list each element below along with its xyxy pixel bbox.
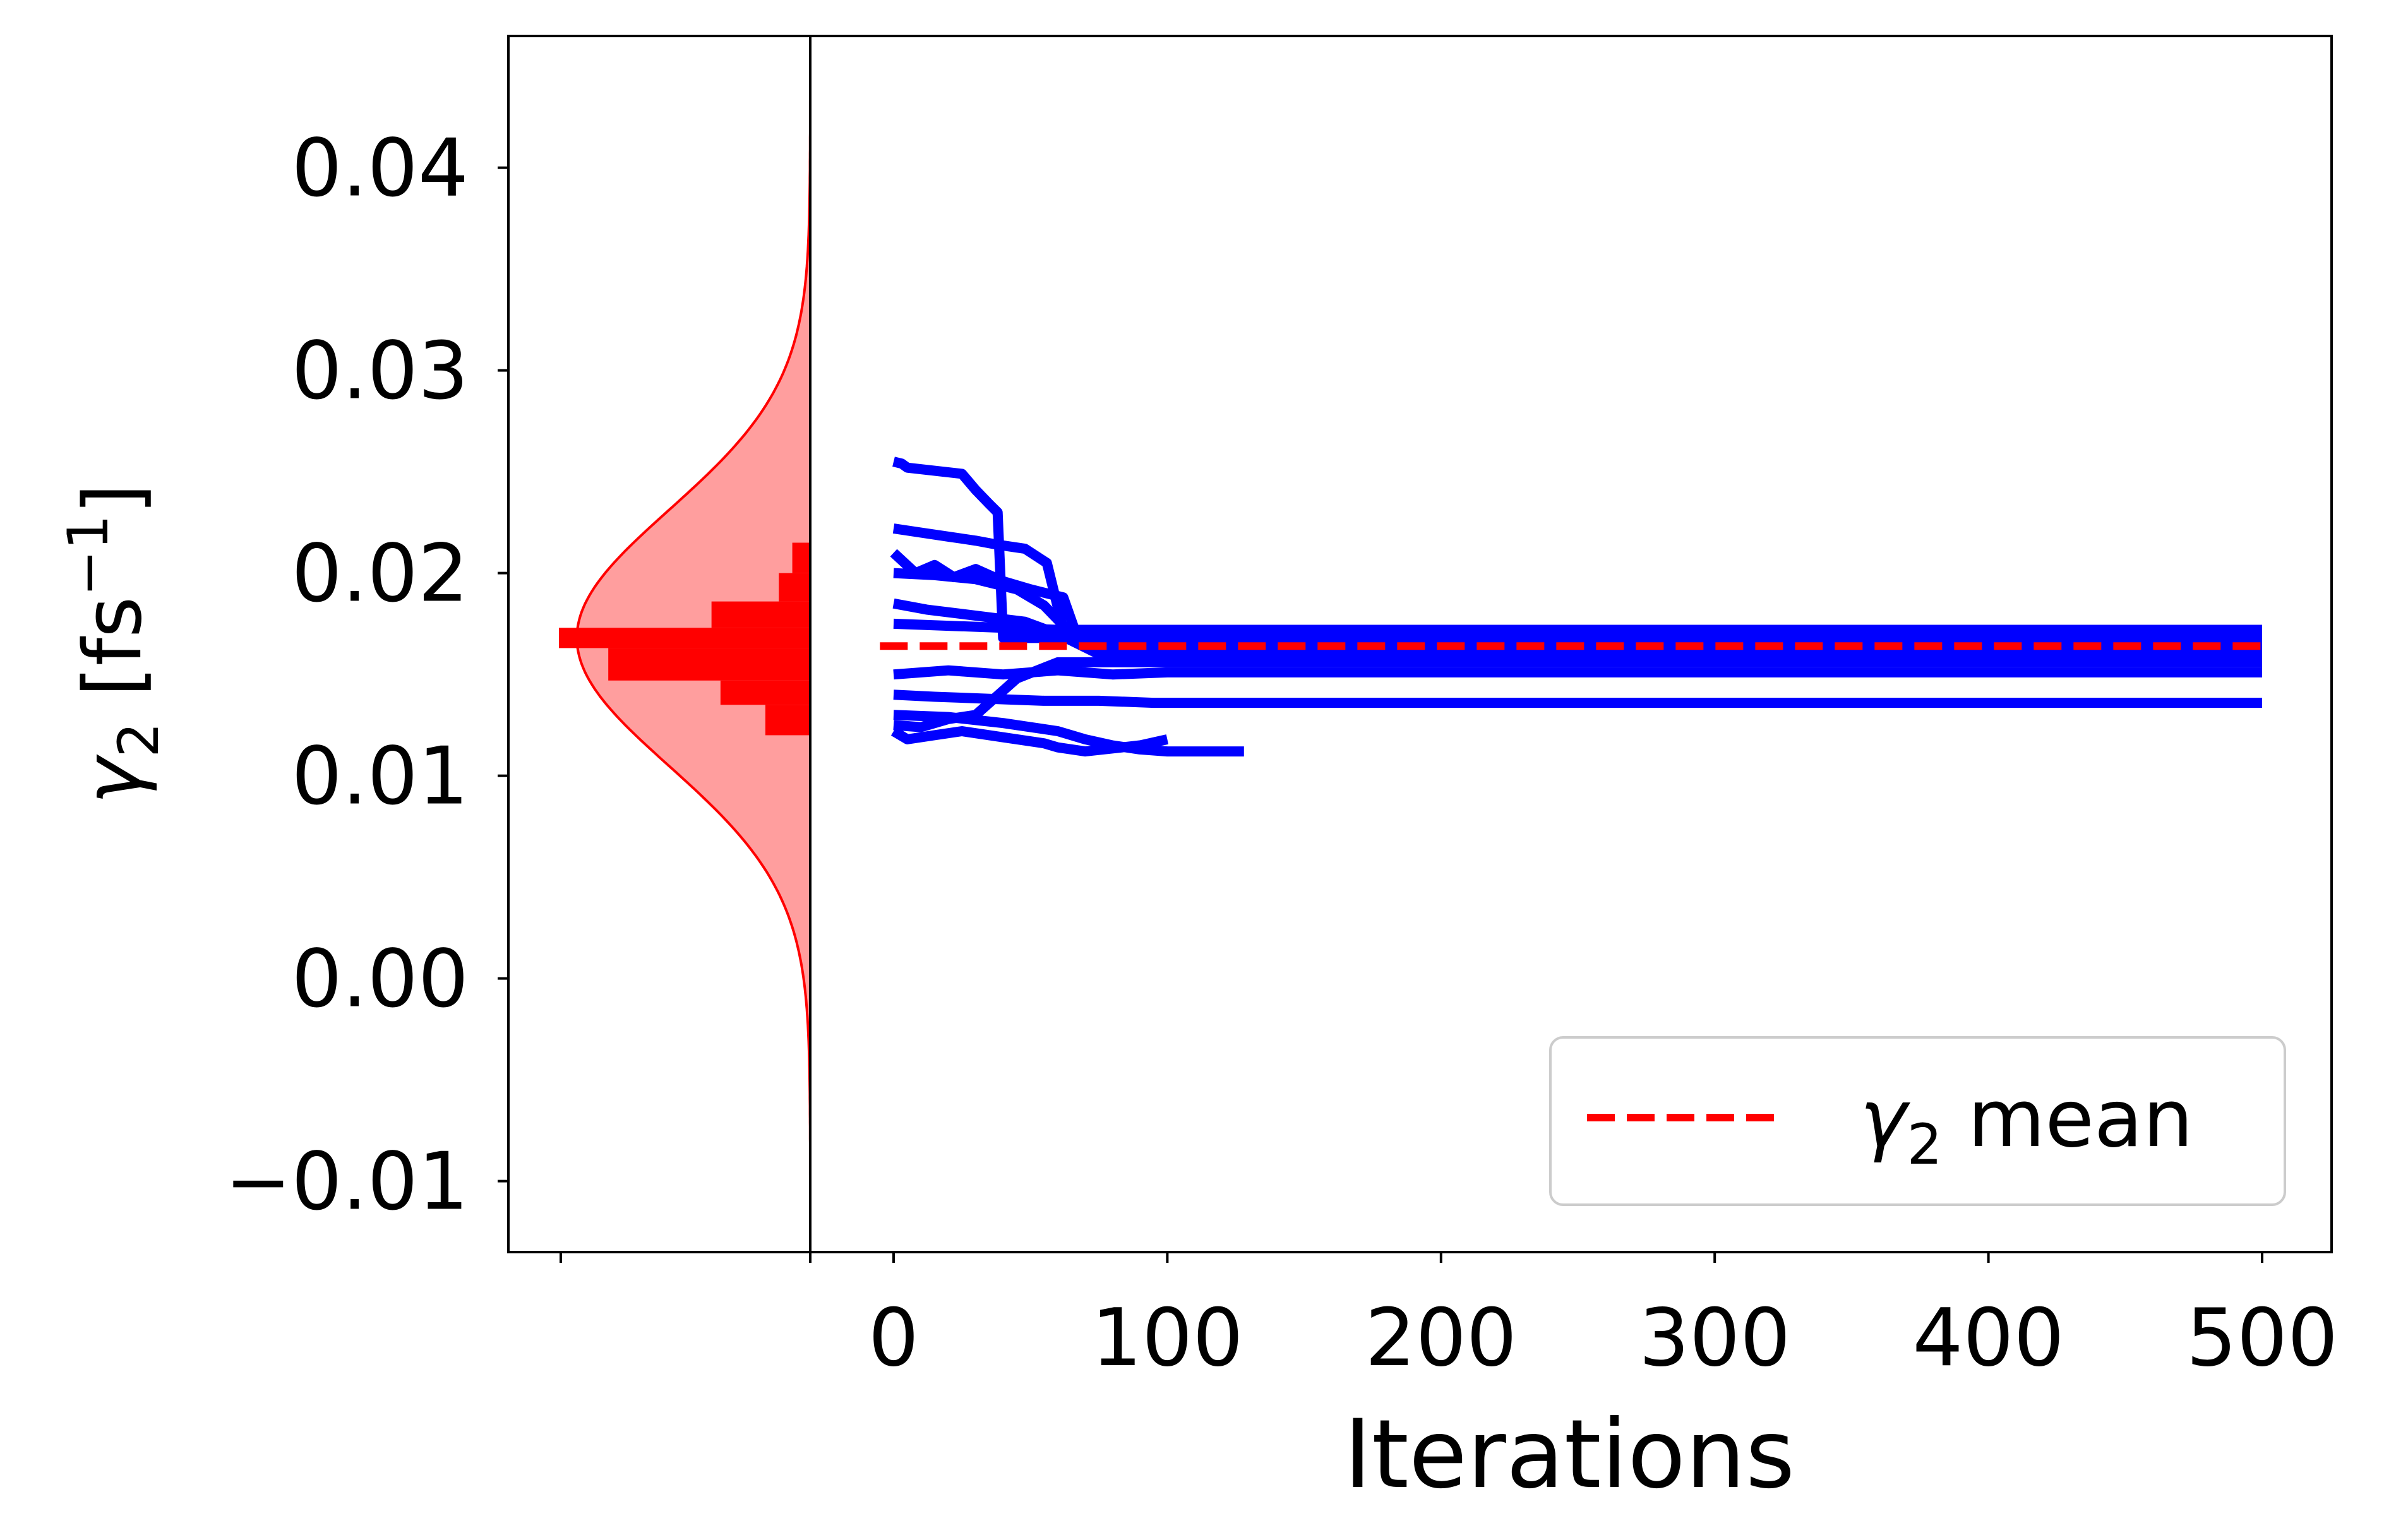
plot-frame bbox=[507, 35, 2333, 1253]
x-tick-label: 500 bbox=[2186, 1291, 2339, 1384]
chain-trace bbox=[890, 549, 2262, 649]
histogram-bar bbox=[792, 542, 810, 573]
histogram-bar bbox=[720, 680, 810, 705]
legend-mean-label: γ2 mean bbox=[1860, 1072, 2193, 1177]
y-tick-label: 0.01 bbox=[291, 730, 469, 823]
trace-panel bbox=[880, 457, 2262, 757]
normal-fit-curve bbox=[575, 36, 812, 1252]
histogram-bar bbox=[765, 705, 810, 736]
chain-trace bbox=[892, 457, 2262, 643]
legend: γ2 mean bbox=[1549, 1036, 2286, 1206]
x-axis: 0 100 200 300 400 500 bbox=[560, 1252, 2339, 1384]
legend-text: mean bbox=[1943, 1072, 2193, 1165]
y-axis-label-unit-exponent: −1 bbox=[56, 515, 121, 597]
histogram-bar bbox=[779, 573, 810, 602]
x-tick-label: 100 bbox=[1091, 1291, 1243, 1384]
y-axis-label-unit-open: [fs bbox=[66, 597, 159, 722]
legend-symbol: γ bbox=[1860, 1072, 1911, 1165]
y-axis-label-symbol: γ bbox=[66, 753, 159, 804]
histogram-panel bbox=[559, 36, 812, 1252]
chain-trace bbox=[892, 598, 2262, 660]
y-axis-label: γ2 [fs−1] bbox=[56, 484, 171, 805]
y-axis: −0.01 0.00 0.01 0.02 0.03 0.04 bbox=[225, 122, 508, 1228]
histogram-bar bbox=[608, 648, 810, 681]
chain-trace bbox=[893, 618, 2262, 643]
y-axis-label-unit-close: ] bbox=[66, 484, 159, 515]
chain-trace bbox=[893, 665, 2262, 680]
chain-trace bbox=[893, 689, 2262, 708]
x-tick-label: 200 bbox=[1365, 1291, 1518, 1384]
legend-box bbox=[1549, 1036, 2286, 1206]
chain-trace bbox=[893, 657, 2262, 732]
y-tick-label: 0.03 bbox=[291, 325, 469, 417]
chain-trace bbox=[893, 710, 1244, 757]
histogram-bar bbox=[711, 601, 810, 628]
x-tick-label: 400 bbox=[1912, 1291, 2064, 1384]
y-tick-label: 0.00 bbox=[291, 933, 469, 1025]
legend-subscript: 2 bbox=[1907, 1112, 1943, 1177]
y-tick-label: −0.01 bbox=[225, 1135, 469, 1228]
x-tick-label: 0 bbox=[868, 1291, 919, 1384]
histogram-bar bbox=[559, 628, 810, 648]
y-axis-label-subscript: 2 bbox=[106, 722, 171, 758]
x-tick-label: 300 bbox=[1639, 1291, 1791, 1384]
chain-trace bbox=[892, 523, 2262, 635]
x-axis-label: Iterations bbox=[1344, 1400, 1795, 1510]
y-tick-label: 0.04 bbox=[291, 122, 469, 215]
y-tick-label: 0.02 bbox=[291, 527, 469, 620]
